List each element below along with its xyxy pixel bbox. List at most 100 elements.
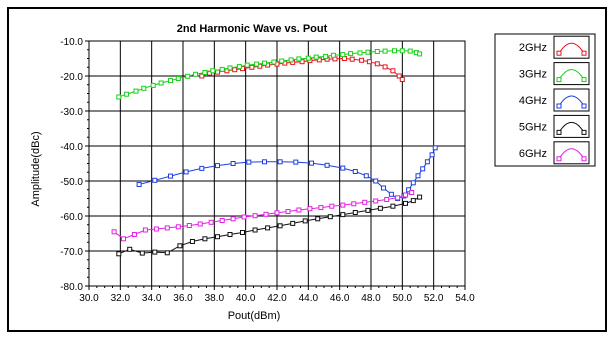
data-point-3ghz bbox=[158, 80, 164, 86]
data-point-6ghz bbox=[175, 224, 181, 230]
x-tick-label: 48.0 bbox=[361, 293, 381, 304]
data-point-5ghz bbox=[417, 194, 423, 200]
legend-swatch bbox=[553, 114, 590, 138]
series-line-3ghz bbox=[118, 50, 420, 98]
data-point-5ghz bbox=[252, 227, 258, 233]
data-point-6ghz bbox=[219, 218, 225, 223]
tick-labels: 30.0 32.0 34.0 36.0 38.0 40.0 42.0 44.0 46.0 48.0… bbox=[60, 37, 475, 304]
data-point-6ghz bbox=[142, 227, 148, 233]
x-axis-title: Pout(dBm) bbox=[228, 310, 281, 322]
data-point-6ghz bbox=[263, 211, 269, 217]
data-point-2ghz bbox=[249, 64, 255, 70]
legend-item-4ghz: 4GHz bbox=[519, 88, 590, 112]
legend-line bbox=[558, 121, 585, 133]
data-point-3ghz bbox=[382, 48, 388, 54]
legend-swatch bbox=[553, 88, 590, 112]
data-point-2ghz bbox=[390, 68, 396, 74]
data-point-4ghz bbox=[199, 165, 205, 171]
series-5ghz bbox=[116, 194, 423, 257]
data-point-2ghz bbox=[374, 61, 380, 67]
legend-item-6ghz: 6GHz bbox=[519, 141, 590, 165]
legend-label: 5GHz bbox=[519, 121, 547, 133]
legend-marker bbox=[581, 129, 587, 135]
data-point-2ghz bbox=[366, 59, 372, 65]
data-point-5ghz bbox=[127, 246, 133, 252]
data-point-3ghz bbox=[262, 60, 267, 66]
legend-swatch bbox=[553, 62, 590, 86]
data-point-6ghz bbox=[186, 223, 192, 228]
data-point-3ghz bbox=[116, 94, 122, 100]
data-point-6ghz bbox=[395, 195, 401, 201]
data-point-3ghz bbox=[348, 51, 354, 57]
data-point-3ghz bbox=[407, 48, 413, 54]
data-point-4ghz bbox=[277, 159, 283, 165]
data-point-3ghz bbox=[185, 73, 191, 79]
data-point-5ghz bbox=[403, 200, 408, 206]
legend-marker bbox=[556, 103, 562, 109]
data-point-4ghz bbox=[381, 185, 386, 191]
y-axis-title: Amplitude(dBc) bbox=[30, 131, 42, 206]
data-point-3ghz bbox=[392, 48, 397, 54]
data-point-6ghz bbox=[318, 205, 324, 211]
data-point-5ghz bbox=[202, 236, 208, 242]
data-point-4ghz bbox=[215, 163, 220, 169]
data-point-4ghz bbox=[293, 159, 299, 165]
data-point-4ghz bbox=[424, 159, 430, 165]
data-point-5ghz bbox=[265, 225, 271, 231]
data-point-4ghz bbox=[406, 187, 412, 193]
data-point-6ghz bbox=[131, 232, 137, 237]
data-point-6ghz bbox=[409, 190, 415, 195]
series-2ghz bbox=[199, 56, 405, 82]
data-point-3ghz bbox=[236, 64, 242, 70]
data-point-4ghz bbox=[324, 162, 330, 168]
chart-canvas: 2nd Harmonic Wave vs. Pout 30.0 32.0 34.0 3… bbox=[30, 23, 596, 322]
data-point-6ghz bbox=[351, 201, 357, 207]
legend-label: 6GHz bbox=[519, 148, 547, 160]
data-point-4ghz bbox=[340, 165, 346, 171]
data-point-5ghz bbox=[177, 243, 183, 249]
data-point-4ghz bbox=[183, 169, 189, 175]
x-tick-label: 30.0 bbox=[79, 293, 99, 304]
data-point-6ghz bbox=[252, 213, 258, 219]
data-point-2ghz bbox=[359, 57, 365, 63]
y-tick-label: -70.0 bbox=[60, 247, 83, 258]
legend-marker bbox=[581, 103, 587, 109]
data-point-2ghz bbox=[382, 64, 388, 70]
data-point-6ghz bbox=[384, 197, 390, 202]
data-point-4ghz bbox=[420, 166, 426, 172]
data-point-4ghz bbox=[429, 152, 435, 158]
legend-label: 3GHz bbox=[519, 69, 547, 81]
series-3ghz bbox=[116, 48, 423, 100]
data-point-5ghz bbox=[340, 212, 346, 218]
y-tick-label: -40.0 bbox=[60, 142, 83, 153]
data-point-4ghz bbox=[373, 178, 379, 184]
data-point-6ghz bbox=[373, 198, 379, 204]
legend-line bbox=[558, 42, 585, 54]
legend-item-2ghz: 2GHz bbox=[519, 35, 590, 59]
data-point-6ghz bbox=[121, 236, 126, 242]
legend-marker bbox=[556, 77, 562, 83]
data-point-6ghz bbox=[285, 209, 291, 214]
y-tick-label: -60.0 bbox=[60, 212, 83, 223]
data-point-4ghz bbox=[352, 169, 358, 174]
data-point-3ghz bbox=[150, 82, 156, 88]
data-point-3ghz bbox=[330, 52, 336, 58]
data-point-3ghz bbox=[210, 68, 216, 74]
data-point-6ghz bbox=[340, 202, 346, 208]
data-point-4ghz bbox=[363, 173, 369, 179]
data-point-2ghz bbox=[299, 59, 305, 65]
data-point-5ghz bbox=[302, 218, 308, 224]
legend-swatch bbox=[553, 141, 590, 165]
chart-title: 2nd Harmonic Wave vs. Pout bbox=[177, 23, 328, 35]
chart-frame: 2nd Harmonic Wave vs. Pout 30.0 32.0 34.0 3… bbox=[7, 7, 607, 332]
legend-line bbox=[558, 95, 585, 107]
data-point-4ghz bbox=[152, 177, 158, 183]
data-point-3ghz bbox=[254, 61, 260, 67]
data-point-6ghz bbox=[230, 216, 236, 222]
data-point-6ghz bbox=[153, 226, 159, 232]
data-point-3ghz bbox=[175, 76, 181, 81]
data-point-6ghz bbox=[208, 219, 214, 225]
data-point-5ghz bbox=[152, 249, 158, 255]
data-point-3ghz bbox=[271, 59, 277, 65]
data-point-6ghz bbox=[197, 221, 203, 227]
